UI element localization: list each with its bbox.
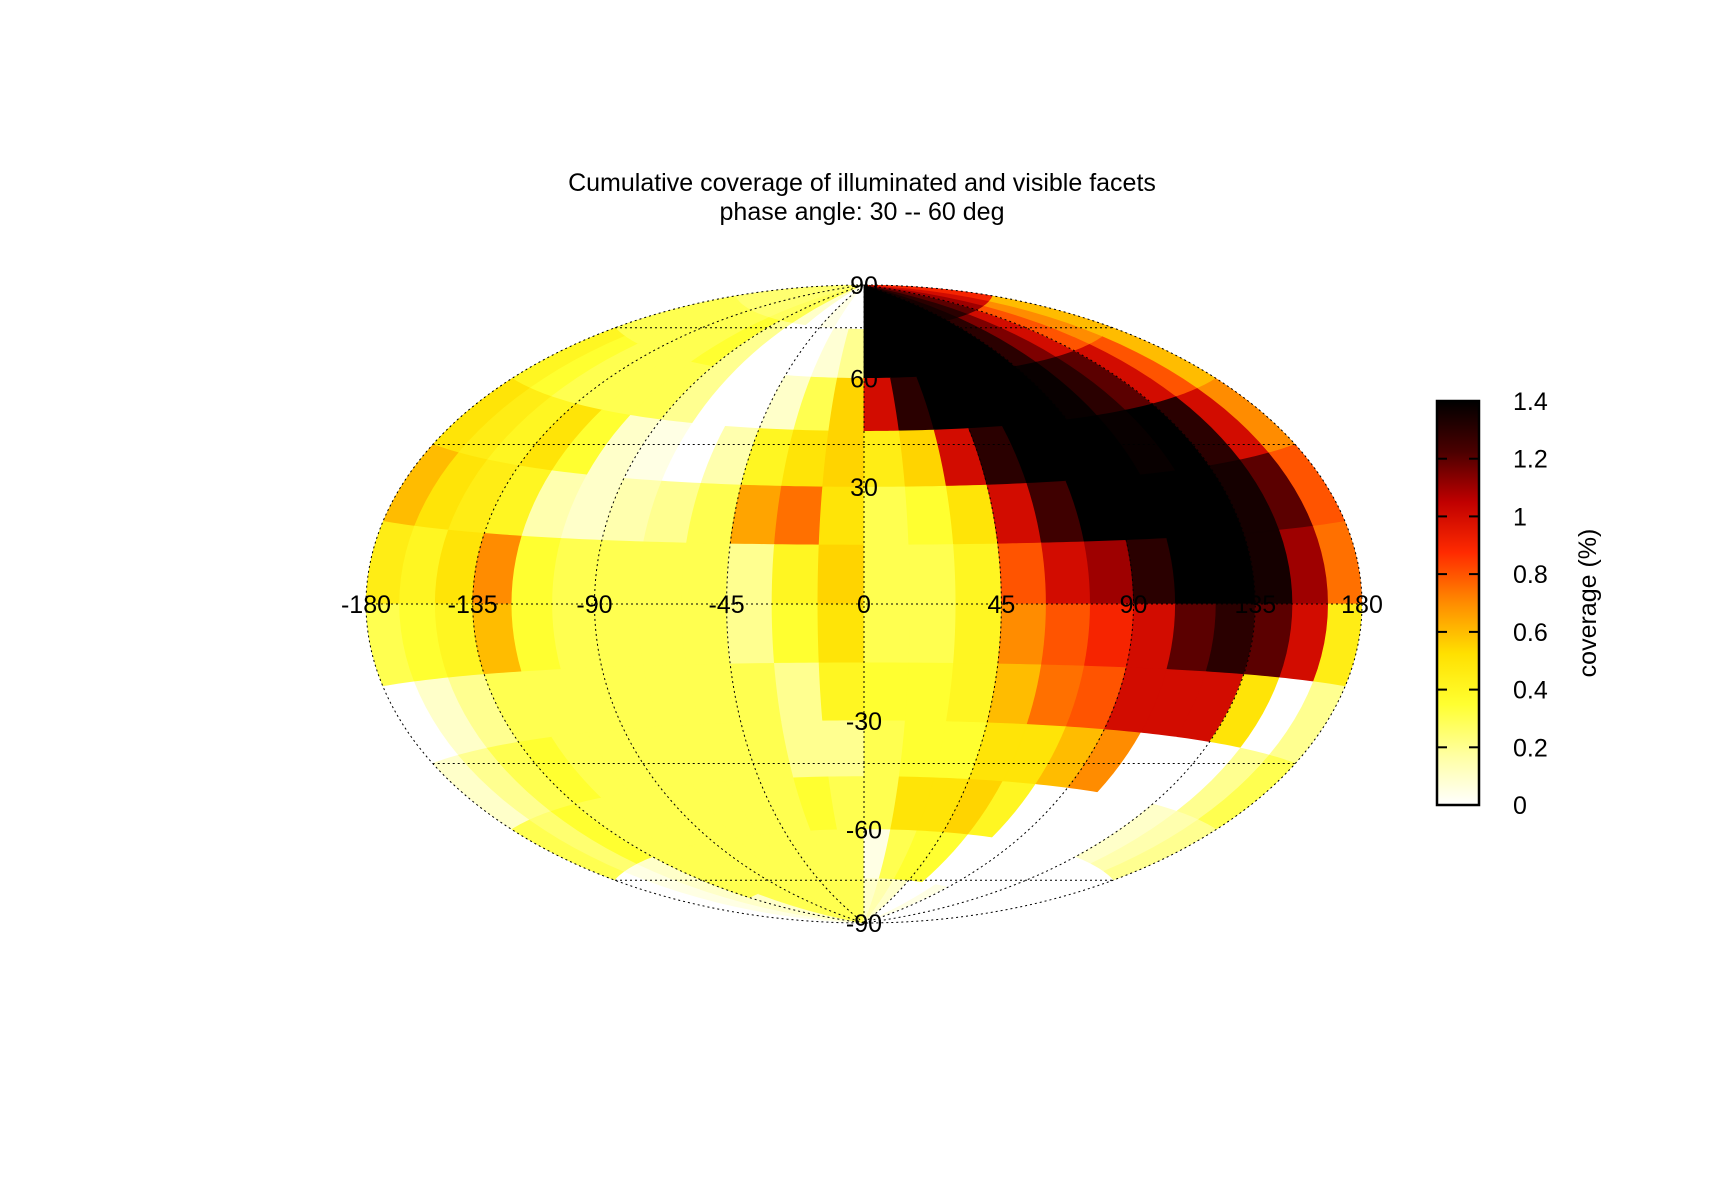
meridian-line	[726, 284, 865, 924]
x-tick-label: 90	[1120, 591, 1148, 619]
colorbar-label: coverage (%)	[1574, 529, 1602, 678]
x-tick-label: -180	[341, 591, 391, 619]
colorbar-tick-label: 0.4	[1513, 677, 1548, 705]
x-tick-label: -90	[576, 591, 612, 619]
x-tick-label: -135	[448, 591, 498, 619]
map-cell	[637, 541, 687, 605]
colorbar-tick-label: 0.2	[1513, 734, 1548, 762]
y-tick-label: 90	[850, 272, 878, 300]
x-tick-label: 135	[1234, 591, 1276, 619]
x-tick-label: 180	[1341, 591, 1383, 619]
chart-subtitle: phase angle: 30 -- 60 deg	[720, 198, 1005, 226]
map-cell	[774, 485, 824, 546]
x-tick-label: 45	[987, 591, 1015, 619]
y-tick-label: -90	[846, 910, 882, 938]
meridian-line	[593, 284, 865, 924]
colorbar: 0 0.2 0.4 0.6 0.8 1 1.2 1.4 coverage (%)	[1435, 388, 1602, 820]
y-tick-label: 60	[850, 365, 878, 393]
meridian-line	[863, 284, 1135, 924]
map-border	[365, 284, 1363, 924]
map-grid	[365, 284, 1363, 924]
map-cell	[908, 544, 957, 605]
colorbar-tick-label: 0.8	[1513, 561, 1548, 589]
map-cell	[1041, 541, 1091, 605]
map-cell	[637, 603, 687, 667]
map-cell	[1041, 603, 1091, 667]
colorbar-tick-label: 0	[1513, 792, 1527, 820]
y-tick-label: -30	[846, 708, 882, 736]
map-cell	[863, 906, 994, 924]
y-tick-label: 30	[850, 474, 878, 502]
map-cell	[774, 662, 824, 723]
x-tick-label: 0	[857, 591, 871, 619]
y-tick-label: -60	[846, 817, 882, 845]
map-cell	[904, 662, 954, 723]
colorbar-scale	[1435, 399, 1481, 807]
meridian-line	[863, 284, 1002, 924]
colorbar-tick-label: 1	[1513, 503, 1527, 531]
colorbar-tick-label: 0.6	[1513, 619, 1548, 647]
chart-title: Cumulative coverage of illuminated and v…	[568, 169, 1156, 197]
colorbar-ticks: 0 0.2 0.4 0.6 0.8 1 1.2 1.4	[1437, 388, 1548, 820]
map-cells	[365, 284, 1363, 924]
map-cell	[771, 603, 820, 664]
colorbar-tick-label: 1.2	[1513, 446, 1548, 474]
map-labels: -180 -135 -90 -45 0 45 90 135 180 90 60 30 -30 -60 -90	[341, 272, 1383, 938]
map-cell	[904, 485, 954, 546]
map-cell	[771, 544, 820, 605]
map-cell	[908, 603, 957, 664]
x-tick-label: -45	[709, 591, 745, 619]
colorbar-tick-label: 1.4	[1513, 388, 1548, 416]
